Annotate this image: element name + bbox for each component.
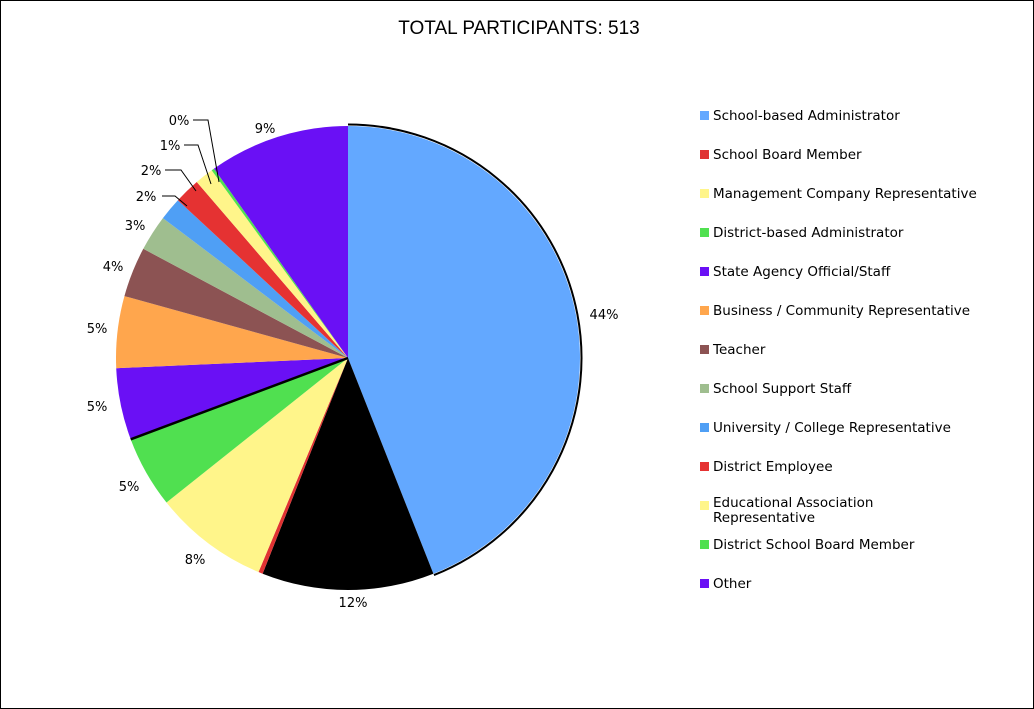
legend-swatch <box>700 267 709 276</box>
legend-swatch <box>700 384 709 393</box>
legend-label: Teacher <box>712 342 766 358</box>
pie-slice <box>258 358 348 574</box>
legend-label: Management Company Representative <box>713 186 977 202</box>
slice-percent-label: 5% <box>87 400 108 415</box>
slice-percent-label: 44% <box>590 308 619 323</box>
pie-slice <box>162 200 348 358</box>
leader-line <box>184 144 212 185</box>
pie-percent-labels: 44% 12% 8% 5% 5% 5% 4% 3% 2% 2% 1% 0% 9% <box>87 114 619 611</box>
slice-percent-label: 2% <box>141 164 162 179</box>
pie-slice <box>116 358 348 440</box>
pie-slice <box>348 126 580 574</box>
leader-line <box>162 195 188 207</box>
legend-label: School-based Administrator <box>713 108 900 124</box>
pie-slice <box>166 358 348 573</box>
legend-swatch <box>700 540 709 549</box>
legend-label: District School Board Member <box>713 537 915 553</box>
pie-separator-line <box>130 356 349 441</box>
pie-slice <box>130 358 348 503</box>
legend-swatch <box>700 189 709 198</box>
legend-swatch <box>700 306 709 315</box>
pie-slice <box>115 296 348 369</box>
slice-percent-label: 0% <box>169 114 190 129</box>
pie-edge-shadow <box>347 123 583 577</box>
slice-percent-label: 5% <box>119 480 140 495</box>
legend-label: University / College Representative <box>713 420 951 436</box>
legend-label: School Board Member <box>713 147 862 163</box>
pie-slice <box>211 168 348 358</box>
legend-swatch <box>700 345 709 354</box>
pie-slice <box>196 170 348 358</box>
slice-percent-label: 9% <box>255 122 276 137</box>
slice-percent-label: 12% <box>339 596 368 611</box>
slice-percent-label: 3% <box>125 219 146 234</box>
legend-swatch <box>700 150 709 159</box>
chart-title: TOTAL PARTICIPANTS: 513 <box>398 18 639 39</box>
leader-line <box>165 169 197 192</box>
pie-slice <box>124 248 348 358</box>
legend-swatch <box>700 423 709 432</box>
slice-percent-label: 2% <box>136 190 157 205</box>
pie-slices <box>115 123 583 590</box>
leader-line <box>193 119 220 183</box>
pie-slice <box>262 358 434 590</box>
slice-percent-label: 4% <box>103 260 124 275</box>
legend-label: School Support Staff <box>713 381 852 397</box>
slice-percent-label: 8% <box>185 553 206 568</box>
legend-swatch <box>700 111 709 120</box>
legend-label: Other <box>713 576 752 592</box>
pie-slice <box>177 182 348 358</box>
legend-label: District Employee <box>713 459 833 475</box>
legend-swatch <box>700 579 709 588</box>
legend-label: District-based Administrator <box>713 225 904 241</box>
slice-percent-label: 5% <box>87 322 108 337</box>
chart-legend: School-based Administrator School Board M… <box>700 108 977 592</box>
pie-slice <box>214 126 348 358</box>
legend-swatch <box>700 501 709 510</box>
pie-slice <box>143 218 348 358</box>
legend-label: Educational Association Representative <box>713 495 873 526</box>
slice-percent-label: 1% <box>160 139 181 154</box>
legend-label: Business / Community Representative <box>713 303 970 319</box>
legend-label: State Agency Official/Staff <box>713 264 891 280</box>
legend-swatch <box>700 462 709 471</box>
legend-swatch <box>700 228 709 237</box>
